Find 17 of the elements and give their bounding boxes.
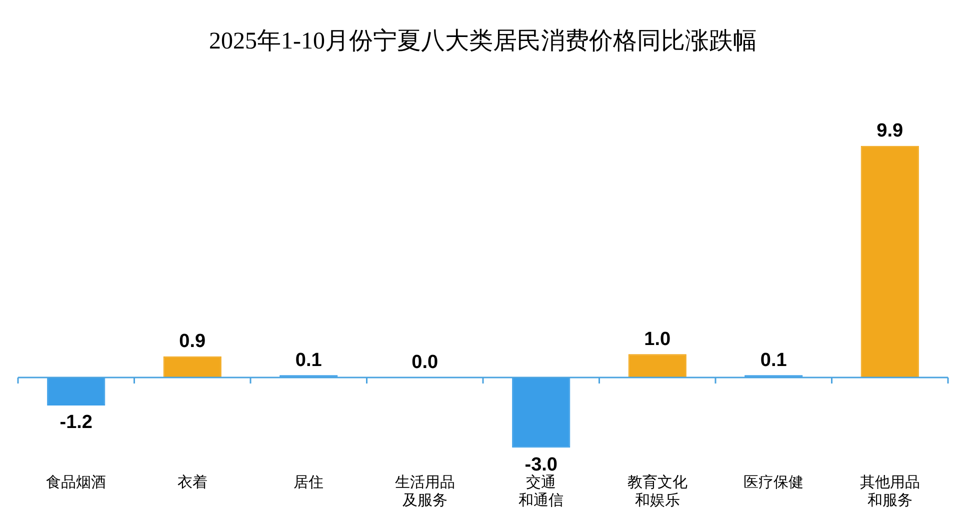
data-label: -3.0	[524, 454, 558, 476]
data-label: 0.1	[295, 350, 322, 371]
x-tick-label: 医疗保健	[744, 472, 804, 491]
data-label: -1.2	[60, 412, 92, 434]
x-tick-label: 交通和通信	[518, 472, 564, 509]
x-tick-label: 其他用品和服务	[860, 472, 920, 509]
chart-title: 2025年1-10月份宁夏八大类居民消费价格同比涨跌幅	[209, 28, 757, 55]
x-tick-label: 生活用品及服务	[394, 472, 455, 509]
x-tick-label: 教育文化和娱乐	[627, 472, 688, 509]
data-label: 0.0	[412, 352, 438, 374]
data-label: 0.1	[760, 350, 788, 371]
x-tick-label: 居住	[294, 472, 324, 491]
data-label: 0.9	[179, 331, 206, 352]
x-tick-label: 衣着	[177, 472, 208, 491]
data-label: 1.0	[644, 328, 671, 350]
x-tick-label: 食品烟酒	[46, 472, 106, 491]
data-label: 9.9	[876, 120, 904, 142]
